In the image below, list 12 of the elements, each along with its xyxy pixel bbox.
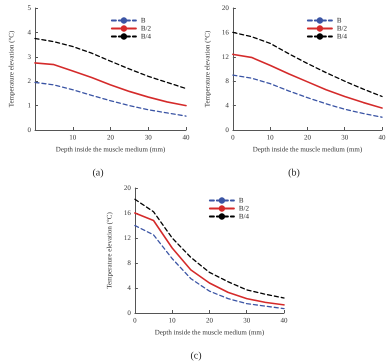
- line-series: [34, 62, 187, 106]
- text: (a): [92, 168, 104, 178]
- line-series: [232, 32, 383, 98]
- line-series: [232, 54, 383, 109]
- line-series: [232, 74, 383, 118]
- line-series: [134, 212, 285, 306]
- line-series: [134, 224, 285, 310]
- line-series: [134, 198, 285, 299]
- text: (b): [288, 168, 300, 178]
- line-series: [34, 82, 187, 117]
- text: (c): [190, 350, 202, 362]
- line-series: [34, 38, 187, 90]
